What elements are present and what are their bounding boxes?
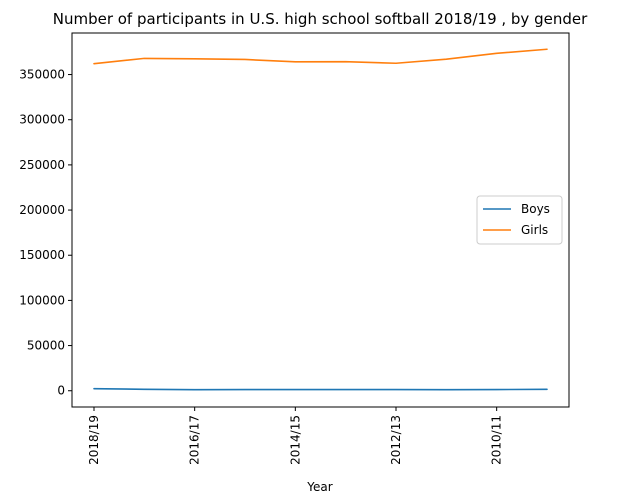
x-tick-label-4: 2010/11 (490, 415, 504, 465)
x-tick-label-2: 2014/15 (288, 415, 302, 465)
plot-frame (71, 32, 570, 408)
series-line-boys (93, 387, 548, 391)
y-tick-label-7: 350000 (19, 68, 65, 82)
y-tick-label-4: 200000 (19, 203, 65, 217)
plot-area: 0 50000 100000 150000 200000 250000 300000 3500… (19, 32, 570, 465)
y-tick-label-3: 150000 (19, 248, 65, 262)
x-tick-label-1: 2016/17 (188, 415, 202, 465)
legend-label-girls: Girls (521, 223, 548, 237)
legend-box (476, 195, 563, 245)
x-axis-label: Year (306, 480, 332, 494)
y-tick-label-1: 50000 (27, 339, 65, 353)
y-tick-label-2: 100000 (19, 293, 65, 307)
y-tick-label-6: 300000 (19, 113, 65, 127)
x-tick-label-0: 2018/19 (87, 415, 101, 465)
y-tick-label-5: 250000 (19, 158, 65, 172)
series-line-girls (93, 48, 548, 65)
y-tick-label-0: 0 (57, 384, 65, 398)
x-tick-label-3: 2012/13 (389, 415, 403, 465)
legend-label-boys: Boys (521, 202, 550, 216)
chart-title: Number of participants in U.S. high scho… (53, 10, 588, 28)
